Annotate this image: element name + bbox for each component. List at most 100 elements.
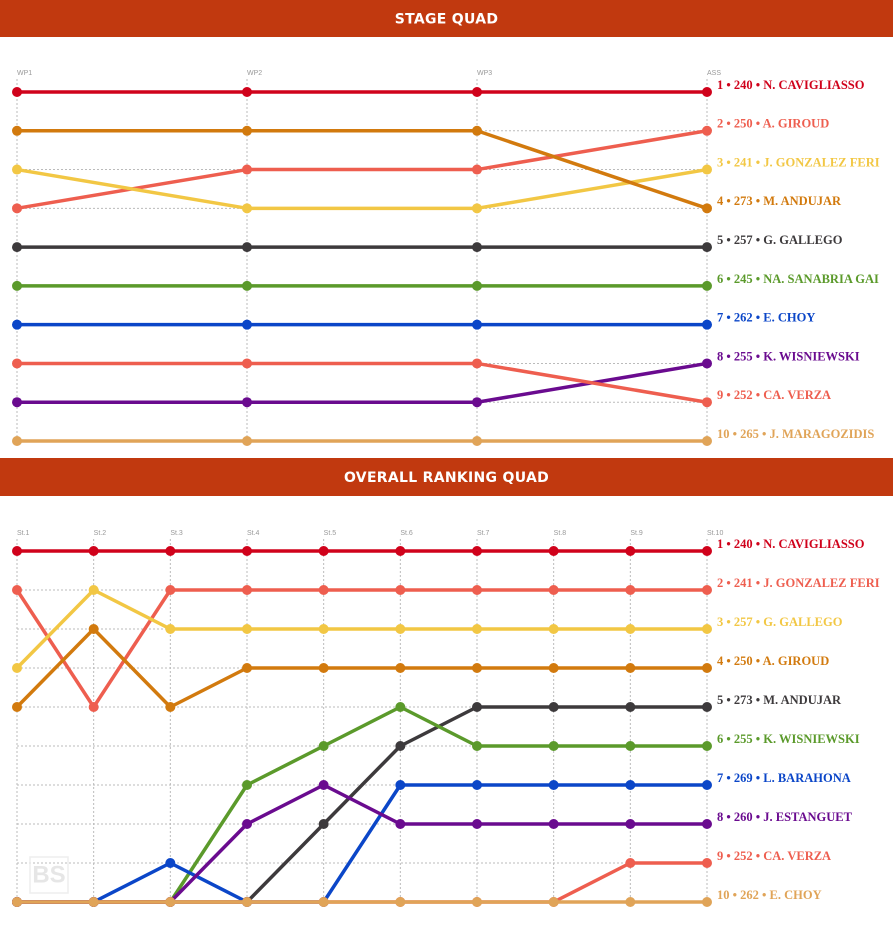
data-point xyxy=(12,87,22,97)
data-point xyxy=(12,546,22,556)
data-point xyxy=(702,546,712,556)
data-point xyxy=(318,663,329,673)
x-tick-label: WP3 xyxy=(477,70,492,77)
data-point xyxy=(318,585,329,595)
x-tick-label: St.3 xyxy=(170,530,183,537)
data-point xyxy=(318,897,329,907)
data-point xyxy=(12,242,22,253)
data-point xyxy=(12,203,22,214)
data-point xyxy=(165,702,176,712)
data-point xyxy=(702,585,712,595)
end-label: 6 • 255 • K. WISNIEWSKI xyxy=(717,732,860,746)
data-point xyxy=(242,319,252,330)
data-point xyxy=(702,663,712,673)
data-point xyxy=(702,203,712,214)
data-point xyxy=(165,897,176,907)
data-point xyxy=(395,819,406,829)
x-tick-label: St.2 xyxy=(94,530,107,537)
end-label: 7 • 269 • L. BARAHONA xyxy=(717,771,851,785)
data-point xyxy=(472,585,482,595)
data-point xyxy=(702,87,712,97)
data-point xyxy=(242,780,252,790)
data-point xyxy=(242,358,252,369)
data-point xyxy=(242,436,252,446)
x-tick-label: ASS xyxy=(707,70,721,77)
data-point xyxy=(472,702,482,712)
end-label: 6 • 245 • NA. SANABRIA GAI xyxy=(717,272,879,286)
data-point xyxy=(242,663,252,673)
data-point xyxy=(625,624,636,634)
data-point xyxy=(548,546,559,556)
data-point xyxy=(395,546,406,556)
data-point xyxy=(242,280,252,291)
end-label: 2 • 241 • J. GONZALEZ FERI xyxy=(717,576,880,590)
end-label: 1 • 240 • N. CAVIGLIASSO xyxy=(717,78,865,92)
end-label: 3 • 257 • G. GALLEGO xyxy=(717,615,843,629)
data-point xyxy=(625,546,636,556)
data-point xyxy=(625,897,636,907)
x-tick-label: St.5 xyxy=(324,530,337,537)
series-line xyxy=(16,129,708,211)
data-point xyxy=(395,585,406,595)
data-point xyxy=(242,897,252,907)
data-point xyxy=(242,87,252,97)
data-point xyxy=(88,624,99,634)
watermark-box xyxy=(29,856,69,894)
data-point xyxy=(625,858,636,868)
data-point xyxy=(318,624,329,634)
data-point xyxy=(395,663,406,673)
end-label: 1 • 240 • N. CAVIGLIASSO xyxy=(717,537,865,551)
header-bar xyxy=(0,0,893,37)
data-point xyxy=(395,624,406,634)
end-label: 9 • 252 • CA. VERZA xyxy=(717,388,831,402)
data-point xyxy=(395,897,406,907)
data-point xyxy=(472,242,482,253)
data-point xyxy=(472,780,482,790)
data-point xyxy=(242,125,252,136)
series-line xyxy=(17,129,708,210)
data-point xyxy=(625,780,636,790)
x-tick-label: St.9 xyxy=(630,530,643,537)
data-point xyxy=(12,397,22,408)
data-point xyxy=(12,319,22,330)
data-point xyxy=(165,624,176,634)
x-tick-label: St.4 xyxy=(247,530,260,537)
data-point xyxy=(702,741,712,751)
panel-title: OVERALL RANKING QUAD xyxy=(344,470,549,486)
data-point xyxy=(548,702,559,712)
data-point xyxy=(625,702,636,712)
data-point xyxy=(548,585,559,595)
data-point xyxy=(702,702,712,712)
series-line xyxy=(17,861,707,904)
data-point xyxy=(548,663,559,673)
panel-title: STAGE QUAD xyxy=(395,12,499,28)
end-label: 5 • 257 • G. GALLEGO xyxy=(717,233,843,247)
watermark: BS xyxy=(32,861,65,888)
data-point xyxy=(472,624,482,634)
data-point xyxy=(12,280,22,291)
data-point xyxy=(472,203,482,214)
data-point xyxy=(242,624,252,634)
data-point xyxy=(12,702,22,712)
x-tick-label: St.8 xyxy=(554,530,567,537)
data-point xyxy=(548,741,559,751)
data-point xyxy=(242,585,252,595)
header-bar xyxy=(0,458,893,496)
data-point xyxy=(12,897,22,907)
data-point xyxy=(625,819,636,829)
data-point xyxy=(472,741,482,751)
end-label: 5 • 273 • M. ANDUJAR xyxy=(717,693,842,707)
x-tick-label: St.1 xyxy=(17,530,30,537)
data-point xyxy=(242,397,252,408)
end-label: 10 • 265 • J. MARAGOZIDIS xyxy=(717,427,874,441)
data-point xyxy=(472,319,482,330)
end-label: 4 • 273 • M. ANDUJAR xyxy=(717,194,842,208)
data-point xyxy=(702,397,712,408)
end-label: 4 • 250 • A. GIROUD xyxy=(717,654,829,668)
data-point xyxy=(472,663,482,673)
data-point xyxy=(472,897,482,907)
data-point xyxy=(472,397,482,408)
data-point xyxy=(472,819,482,829)
